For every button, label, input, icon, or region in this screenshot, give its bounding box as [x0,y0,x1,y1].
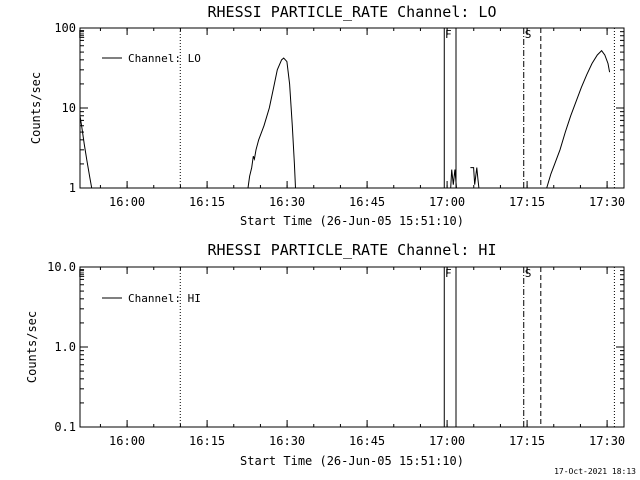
lo-event-marker-label: S [525,28,532,41]
hi-x-tick-label: 16:30 [269,434,305,448]
lo-x-tick-label: 17:00 [429,195,465,209]
lo-channel-panel: RHESSI PARTICLE_RATE Channel: LO Start T… [29,3,625,228]
hi-plot-frame [79,266,625,428]
hi-x-tick-label: 17:15 [509,434,545,448]
hi-channel-panel: RHESSI PARTICLE_RATE Channel: HI Start T… [25,241,625,468]
hi-y-tick-label: 10.0 [47,260,76,274]
hi-x-tick-label: 16:15 [189,434,225,448]
hi-event-marker-label: S [525,267,532,280]
lo-x-axis-label: Start Time (26-Jun-05 15:51:10) [240,214,464,228]
lo-x-tick-label: 16:30 [269,195,305,209]
lo-series-line-segment [546,49,611,189]
lo-event-marker-label: F [445,28,452,41]
lo-y-tick-label: 100 [54,21,76,35]
lo-y-tick-label: 10 [62,101,76,115]
hi-legend-label: Channel: HI [128,292,201,305]
lo-y-axis-label: Counts/sec [29,72,43,144]
hi-y-tick-label: 1.0 [54,340,76,354]
lo-x-tick-label: 16:45 [349,195,385,209]
lo-x-tick-label: 17:15 [509,195,545,209]
lo-series-line-segment [450,169,457,189]
lo-series-line-segment [79,115,93,189]
lo-legend-label: Channel: LO [128,52,201,65]
hi-x-tick-label: 17:30 [589,434,625,448]
lo-event-marker-label: E [78,28,85,41]
generation-timestamp: 17-Oct-2021 18:13 [554,467,636,476]
lo-x-tick-label: 17:30 [589,195,625,209]
hi-event-marker-label: E [78,267,85,280]
hi-x-axis-label: Start Time (26-Jun-05 15:51:10) [240,454,464,468]
lo-series-line-segment [470,167,480,189]
lo-series-line-segment [247,57,296,189]
lo-y-tick-label: 1 [69,181,76,195]
hi-panel-title: RHESSI PARTICLE_RATE Channel: HI [208,241,497,259]
lo-x-tick-label: 16:15 [189,195,225,209]
lo-panel-title: RHESSI PARTICLE_RATE Channel: LO [208,3,497,21]
hi-y-tick-label: 0.1 [54,420,76,434]
hi-event-marker-label: F [445,267,452,280]
hi-x-tick-label: 16:00 [109,434,145,448]
hi-y-axis-label: Counts/sec [25,311,39,383]
hi-x-tick-label: 16:45 [349,434,385,448]
hi-x-tick-label: 17:00 [429,434,465,448]
lo-x-tick-label: 16:00 [109,195,145,209]
